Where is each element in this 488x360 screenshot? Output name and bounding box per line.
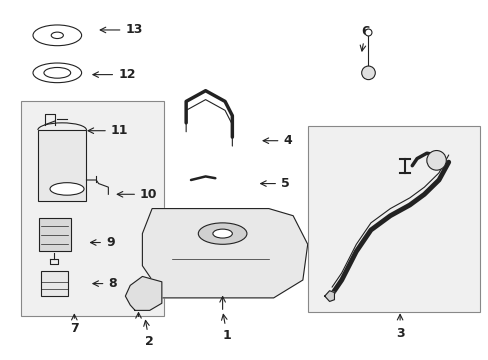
Ellipse shape [426,150,446,170]
Ellipse shape [33,63,81,83]
Text: 5: 5 [260,177,289,190]
Ellipse shape [212,229,232,238]
Text: 3: 3 [395,327,404,340]
Text: 8: 8 [93,277,117,290]
Text: 7: 7 [70,322,79,335]
Text: 10: 10 [117,188,157,201]
Text: 1: 1 [221,314,231,342]
Text: 2: 2 [143,320,153,348]
Ellipse shape [44,67,71,78]
Bar [39,217,71,251]
Text: 9: 9 [90,236,114,249]
FancyBboxPatch shape [21,102,164,316]
Ellipse shape [361,66,374,80]
Polygon shape [142,208,307,298]
Polygon shape [125,276,162,310]
Ellipse shape [33,25,81,46]
Ellipse shape [51,32,63,39]
Text: 13: 13 [100,23,142,36]
Text: 11: 11 [88,124,128,137]
Ellipse shape [50,183,84,195]
Polygon shape [324,291,334,301]
Text: 12: 12 [93,68,135,81]
Text: 4: 4 [263,134,291,147]
Bar [38,130,86,202]
Bar [41,271,68,296]
FancyBboxPatch shape [307,126,479,312]
Text: 6: 6 [360,25,369,51]
Ellipse shape [198,223,246,244]
